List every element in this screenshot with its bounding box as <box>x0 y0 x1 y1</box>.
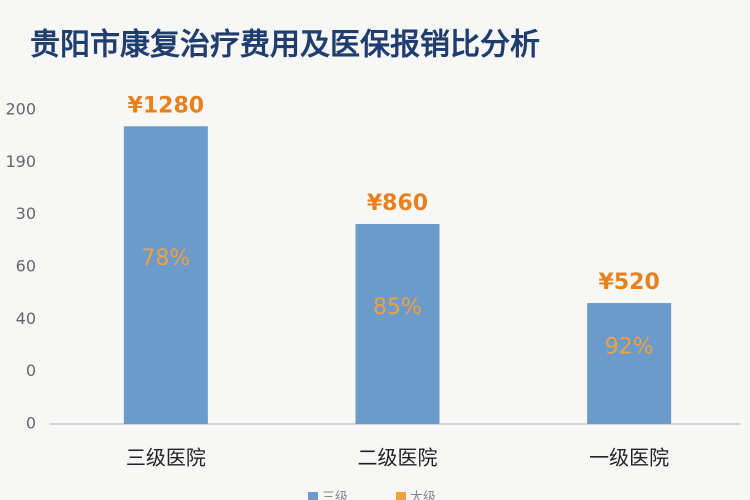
x-tick-label: 三级医院 <box>126 446 206 470</box>
legend-swatch <box>396 492 406 500</box>
y-axis-label: 60 <box>16 257 36 276</box>
legend-swatch <box>308 492 318 500</box>
bar <box>587 303 672 424</box>
value-label: ¥1280 <box>128 93 205 118</box>
bar <box>123 126 208 424</box>
value-label: ¥520 <box>599 270 660 295</box>
y-axis-label: 200 <box>5 100 36 119</box>
legend-label: 三级 <box>322 491 348 500</box>
ratio-label: 85% <box>373 295 422 320</box>
legend-label: 大级 <box>410 491 436 500</box>
y-axis-label: 30 <box>16 204 36 223</box>
x-tick-label: 一级医院 <box>589 446 669 470</box>
y-axis-label: 190 <box>5 152 36 171</box>
chart-title: 贵阳市康复治疗费用及医保报销比分析 <box>30 28 540 63</box>
bar <box>355 223 440 424</box>
y-axis-label: 0 <box>26 414 36 433</box>
ratio-label: 92% <box>605 335 654 360</box>
ratio-label: 78% <box>141 246 190 271</box>
y-axis-label: 0 <box>26 361 36 380</box>
x-tick-label: 二级医院 <box>358 446 438 470</box>
y-axis-label: 40 <box>16 309 36 328</box>
value-label: ¥860 <box>367 191 428 216</box>
